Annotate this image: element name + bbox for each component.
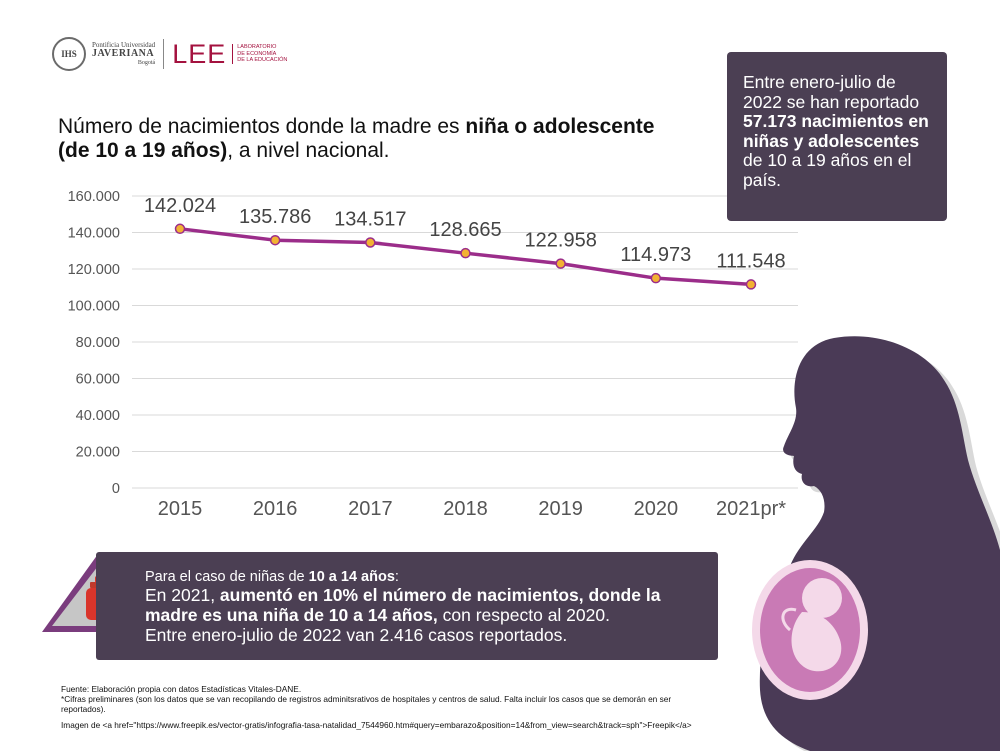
title-part1: Número de nacimientos donde la madre es — [58, 115, 466, 138]
info-text2: de 10 a 19 años en el país. — [743, 150, 912, 190]
y-tick-label: 60.000 — [76, 372, 120, 388]
data-point — [745, 279, 757, 290]
y-tick-label: 160.000 — [68, 189, 120, 205]
data-label: 128.665 — [429, 219, 501, 241]
y-tick-label: 140.000 — [68, 226, 120, 242]
x-tick-label: 2017 — [348, 498, 393, 520]
title-part2: , a nivel nacional. — [227, 139, 390, 163]
fetus-head — [802, 578, 842, 618]
data-label: 135.786 — [239, 206, 311, 228]
info-text1: Entre enero-julio de 2022 se han reporta… — [743, 72, 920, 112]
x-tick-label: 2018 — [443, 498, 488, 520]
info-bold: 57.173 nacimientos en niñas y adolescent… — [743, 111, 929, 151]
bottom-line1-text: En 2021, — [145, 585, 220, 606]
title-bold: niña o adolescente (de 10 a 19 años) — [58, 115, 655, 163]
y-tick-label: 120.000 — [68, 262, 120, 278]
fetus-body — [791, 612, 842, 672]
bottom-note-box: Para el caso de niñas de 10 a 14 años: E… — [96, 552, 718, 660]
university-line1: Pontificia Universidad — [92, 40, 156, 49]
lee-sub-line3: de la Educación — [237, 57, 288, 64]
bottom-intro-text: Para el caso de niñas de — [145, 569, 309, 585]
bottom-intro-end: : — [394, 569, 399, 585]
university-name: Pontificia Universidad JAVERIANA Bogotá — [92, 40, 156, 66]
data-label: 111.548 — [716, 250, 785, 272]
university-line3: Bogotá — [137, 59, 156, 66]
bottom-line1: En 2021, aumentó en 10% el número de nac… — [145, 586, 702, 626]
data-point — [174, 223, 186, 235]
y-tick-label: 0 — [112, 481, 120, 497]
lee-sub-line1: Laboratorio — [237, 43, 277, 50]
x-tick-label: 2015 — [158, 498, 203, 520]
bottom-line2: Entre enero-julio de 2022 van 2.416 caso… — [145, 624, 568, 645]
logo-header: IHS Pontificia Universidad JAVERIANA Bog… — [52, 35, 287, 73]
info-box: Entre enero-julio de 2022 se han reporta… — [727, 52, 947, 221]
pregnant-woman-illustration — [752, 336, 1000, 751]
y-tick-label: 100.000 — [68, 299, 120, 315]
x-tick-label: 2019 — [538, 498, 583, 520]
university-seal-icon: IHS — [52, 37, 86, 71]
data-point — [650, 272, 662, 284]
data-label: 114.973 — [620, 244, 691, 266]
data-label: 134.517 — [334, 209, 406, 231]
lee-sub-line2: de Economía — [237, 50, 277, 57]
footer-credit: Imagen de <a href="https://www.freepik.e… — [61, 719, 692, 730]
x-tick-label: 2021pr* — [716, 498, 786, 520]
university-line2: JAVERIANA — [92, 48, 155, 60]
chart-title: Número de nacimientos donde la madre es … — [58, 115, 658, 163]
data-point — [555, 258, 566, 269]
x-tick-label: 2020 — [634, 498, 679, 520]
footer-note: *Cifras preliminares (son los datos que … — [61, 693, 672, 714]
bottom-intro: Para el caso de niñas de 10 a 14 años: — [145, 569, 702, 586]
data-point — [269, 234, 281, 246]
y-tick-label: 80.000 — [76, 335, 120, 351]
footer-notes: Fuente: Elaboración propia con datos Est… — [61, 684, 701, 731]
data-point — [365, 237, 376, 248]
data-label: 122.958 — [525, 230, 597, 252]
logo-divider — [163, 39, 165, 69]
y-tick-label: 40.000 — [76, 408, 120, 424]
y-tick-label: 20.000 — [76, 445, 120, 461]
bottom-intro-bold: 10 a 14 años — [308, 569, 395, 585]
seal-text: IHS — [61, 49, 77, 59]
data-label: 142.024 — [144, 195, 216, 217]
lee-subtitle: Laboratorio de Economía de la Educación — [232, 43, 288, 65]
data-point — [460, 247, 471, 259]
umbilical-cord — [781, 607, 797, 632]
bottom-line1-bold: aumentó en 10% el número de nacimientos,… — [145, 585, 661, 626]
footer-source: Fuente: Elaboración propia con datos Est… — [61, 684, 302, 694]
x-tick-label: 2016 — [253, 498, 298, 520]
lee-logo: LEE — [172, 38, 227, 69]
bottom-line1-end: con respecto al 2020. — [437, 605, 610, 626]
